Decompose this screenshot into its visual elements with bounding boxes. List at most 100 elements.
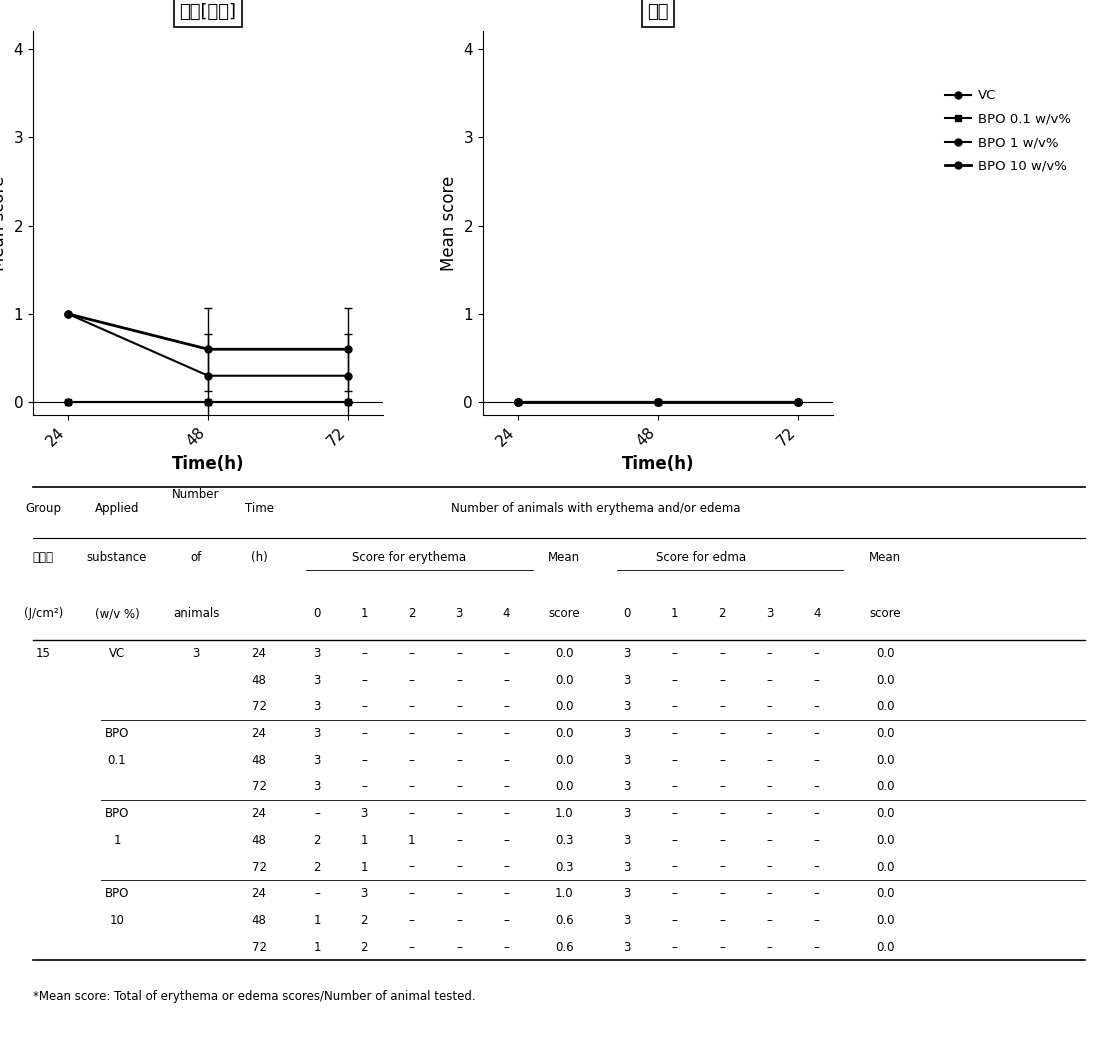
Text: animals: animals xyxy=(173,607,219,620)
Text: –: – xyxy=(814,647,820,660)
Text: –: – xyxy=(456,834,461,847)
Text: score: score xyxy=(869,607,901,620)
Text: (h): (h) xyxy=(251,551,267,564)
Text: Mean: Mean xyxy=(548,551,580,564)
Text: –: – xyxy=(503,754,510,766)
Text: of: of xyxy=(191,551,202,564)
Text: –: – xyxy=(409,780,414,794)
Text: –: – xyxy=(672,674,677,686)
Text: 1: 1 xyxy=(671,607,678,620)
Text: Group: Group xyxy=(25,502,61,515)
Text: 0: 0 xyxy=(624,607,631,620)
Text: –: – xyxy=(503,887,510,901)
X-axis label: Time(h): Time(h) xyxy=(621,454,694,473)
Text: –: – xyxy=(503,647,510,660)
Text: –: – xyxy=(719,780,724,794)
Text: –: – xyxy=(766,754,773,766)
Text: –: – xyxy=(362,647,367,660)
Text: 0.3: 0.3 xyxy=(555,834,573,847)
Text: –: – xyxy=(766,807,773,821)
Text: 3: 3 xyxy=(313,780,321,794)
Text: –: – xyxy=(503,674,510,686)
Text: 1: 1 xyxy=(313,940,321,954)
Text: 0.1: 0.1 xyxy=(107,754,126,766)
Text: 3: 3 xyxy=(624,647,631,660)
Text: 1: 1 xyxy=(361,607,368,620)
Text: substance: substance xyxy=(87,551,147,564)
Text: 72: 72 xyxy=(252,860,266,874)
Text: –: – xyxy=(456,780,461,794)
Text: –: – xyxy=(814,914,820,927)
Text: 0.0: 0.0 xyxy=(876,834,894,847)
Text: –: – xyxy=(766,701,773,713)
Text: 24: 24 xyxy=(252,807,266,821)
Text: –: – xyxy=(719,807,724,821)
Text: –: – xyxy=(814,887,820,901)
Text: 48: 48 xyxy=(252,834,266,847)
Text: Number of animals with erythema and/or edema: Number of animals with erythema and/or e… xyxy=(452,502,741,515)
Text: Mean: Mean xyxy=(869,551,901,564)
Text: –: – xyxy=(672,914,677,927)
Text: 3: 3 xyxy=(624,914,631,927)
Text: 48: 48 xyxy=(252,754,266,766)
Text: Number: Number xyxy=(172,489,219,501)
Text: Score for erythema: Score for erythema xyxy=(353,551,467,564)
Text: 0.0: 0.0 xyxy=(876,887,894,901)
Text: BPO: BPO xyxy=(105,807,129,821)
Text: 3: 3 xyxy=(313,701,321,713)
Text: –: – xyxy=(409,860,414,874)
Text: –: – xyxy=(766,860,773,874)
Text: –: – xyxy=(456,754,461,766)
Text: 0.0: 0.0 xyxy=(555,674,573,686)
Text: 0.0: 0.0 xyxy=(876,754,894,766)
Text: 3: 3 xyxy=(624,940,631,954)
Text: VC: VC xyxy=(109,647,125,660)
Text: 1.0: 1.0 xyxy=(555,807,573,821)
Text: –: – xyxy=(315,887,320,901)
Title: 홍반[가피]: 홍반[가피] xyxy=(180,3,237,21)
Text: –: – xyxy=(456,727,461,740)
Text: –: – xyxy=(456,940,461,954)
Text: –: – xyxy=(719,914,724,927)
Text: –: – xyxy=(503,940,510,954)
Text: (J/cm²): (J/cm²) xyxy=(24,607,64,620)
Text: –: – xyxy=(503,860,510,874)
Text: –: – xyxy=(362,727,367,740)
Text: 3: 3 xyxy=(313,754,321,766)
Text: –: – xyxy=(409,914,414,927)
Text: 3: 3 xyxy=(624,674,631,686)
Text: –: – xyxy=(814,780,820,794)
Text: –: – xyxy=(409,754,414,766)
Text: (w/v %): (w/v %) xyxy=(94,607,139,620)
Text: –: – xyxy=(814,727,820,740)
Text: 0.0: 0.0 xyxy=(876,701,894,713)
Text: 3: 3 xyxy=(624,807,631,821)
Text: –: – xyxy=(719,647,724,660)
Text: 1: 1 xyxy=(113,834,121,847)
Text: –: – xyxy=(766,674,773,686)
Text: –: – xyxy=(766,914,773,927)
Text: –: – xyxy=(672,860,677,874)
Text: –: – xyxy=(409,647,414,660)
Text: 0.0: 0.0 xyxy=(876,674,894,686)
Text: 3: 3 xyxy=(313,647,321,660)
Text: –: – xyxy=(719,674,724,686)
Text: –: – xyxy=(456,860,461,874)
Text: Applied: Applied xyxy=(94,502,139,515)
Text: –: – xyxy=(766,887,773,901)
Text: 10: 10 xyxy=(110,914,125,927)
Text: –: – xyxy=(362,701,367,713)
Text: –: – xyxy=(766,940,773,954)
Text: –: – xyxy=(672,834,677,847)
Text: 0.6: 0.6 xyxy=(555,940,573,954)
Text: –: – xyxy=(409,674,414,686)
Text: 4: 4 xyxy=(813,607,821,620)
Text: –: – xyxy=(719,754,724,766)
Text: 1.0: 1.0 xyxy=(555,887,573,901)
Text: –: – xyxy=(315,807,320,821)
Text: –: – xyxy=(503,807,510,821)
Text: –: – xyxy=(814,701,820,713)
Text: 3: 3 xyxy=(624,727,631,740)
Text: 0.0: 0.0 xyxy=(876,727,894,740)
Text: 2: 2 xyxy=(313,860,321,874)
